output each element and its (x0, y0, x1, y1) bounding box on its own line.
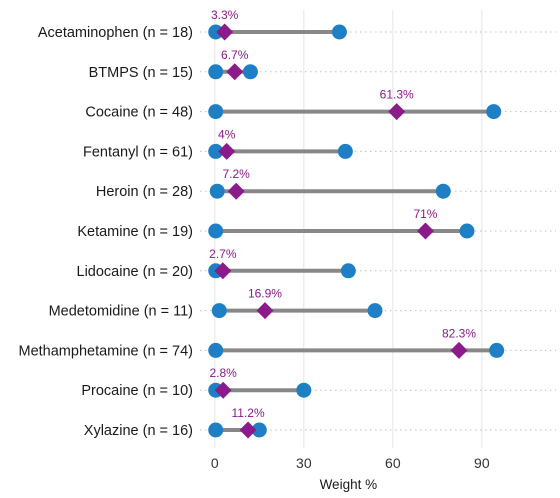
mean-diamond (416, 222, 434, 240)
category-label: Xylazine (n = 16) (84, 423, 193, 439)
x-tick-label: 90 (474, 455, 490, 471)
mean-label: 11.2% (231, 406, 264, 420)
x-tick-label: 30 (296, 455, 312, 471)
mean-label: 7.2% (223, 167, 251, 181)
min-point (211, 303, 227, 319)
max-point (337, 143, 353, 159)
max-point (251, 422, 267, 438)
mean-label: 71% (413, 207, 437, 221)
mean-diamond (388, 103, 406, 121)
mean-diamond (226, 63, 244, 81)
mean-diamond (216, 23, 234, 41)
mean-diamond (218, 142, 236, 160)
mean-diamond (256, 302, 274, 320)
mean-diamond (239, 421, 257, 439)
min-point (208, 104, 224, 120)
max-point (459, 223, 475, 239)
mean-label: 2.7% (209, 247, 237, 261)
mean-label: 3.3% (211, 8, 239, 22)
category-label: BTMPS (n = 15) (89, 65, 193, 81)
mean-diamond (214, 262, 232, 280)
x-tick-label: 60 (385, 455, 401, 471)
mean-label: 6.7% (221, 48, 249, 62)
mean-diamond (227, 182, 245, 200)
mean-label: 16.9% (248, 287, 282, 301)
mean-label: 2.8% (209, 366, 237, 380)
min-point (208, 223, 224, 239)
max-point (486, 104, 502, 120)
category-label: Procaine (n = 10) (81, 383, 193, 399)
category-label: Acetaminophen (n = 18) (38, 25, 193, 41)
min-point (208, 422, 224, 438)
category-label: Medetomidine (n = 11) (49, 304, 193, 320)
max-point (242, 64, 258, 80)
x-tick-label: 0 (211, 455, 219, 471)
min-point (208, 64, 224, 80)
max-point (489, 342, 505, 358)
x-axis: 0 30 60 90 (211, 455, 490, 471)
category-label: Fentanyl (n = 61) (83, 144, 193, 160)
mean-diamond (214, 381, 232, 399)
mean-label: 82.3% (442, 326, 476, 340)
max-point (296, 382, 312, 398)
category-label: Cocaine (n = 48) (85, 105, 193, 121)
max-point (435, 183, 451, 199)
mean-label: 4% (218, 127, 236, 141)
min-point (208, 342, 224, 358)
category-label: Heroin (n = 28) (96, 184, 193, 200)
category-label: Ketamine (n = 19) (77, 224, 193, 240)
min-point (208, 143, 224, 159)
max-point (331, 24, 347, 40)
x-axis-title: Weight % (320, 477, 378, 492)
max-point (340, 263, 356, 279)
rows-layer: Acetaminophen (n = 18) 3.3% BTMPS (n = 15)… (19, 8, 505, 439)
category-label: Methamphetamine (n = 74) (19, 343, 194, 359)
min-point (209, 183, 225, 199)
mean-diamond (450, 341, 468, 359)
max-point (367, 303, 383, 319)
mean-label: 61.3% (380, 88, 414, 102)
category-label: Lidocaine (n = 20) (77, 264, 193, 280)
min-point (208, 24, 224, 40)
